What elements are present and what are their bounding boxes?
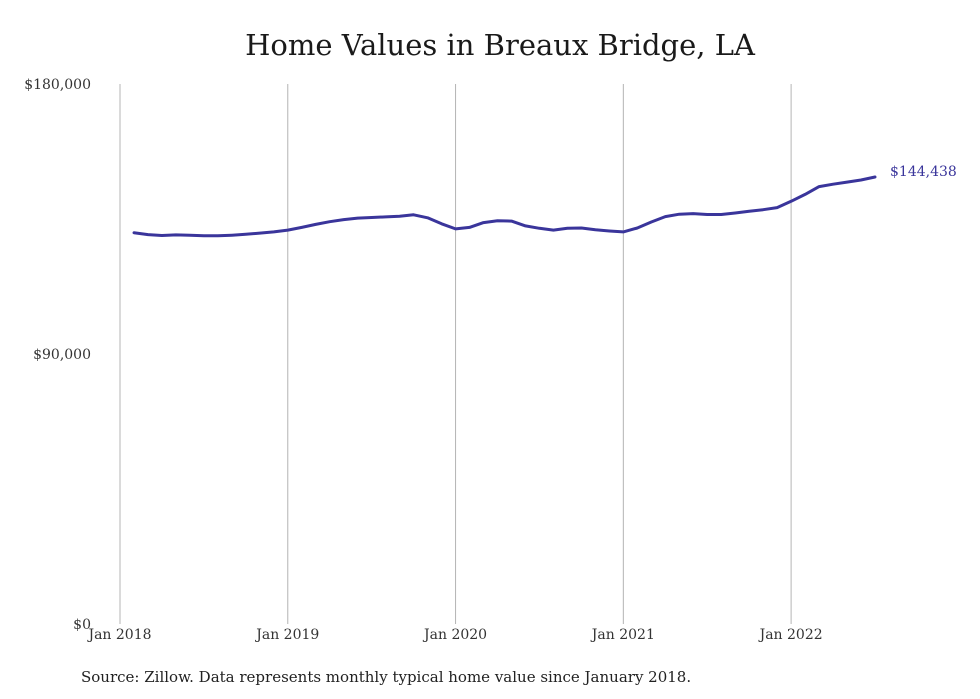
y-tick-label: $90,000 <box>33 347 91 363</box>
gridlines <box>119 84 792 624</box>
x-tick-label: Jan 2022 <box>758 627 823 643</box>
x-axis-labels: Jan 2018 Jan 2019 Jan 2020 Jan 2021 Jan 2022 <box>86 627 822 643</box>
x-tick-label: Jan 2021 <box>590 627 655 643</box>
x-tick-label: Jan 2018 <box>86 627 151 643</box>
x-tick-label: Jan 2020 <box>422 627 487 643</box>
series-layer: $144,438 <box>132 164 957 238</box>
end-value-label: $144,438 <box>890 164 957 180</box>
chart-title: Home Values in Breaux Bridge, LA <box>245 28 755 62</box>
x-tick-label: Jan 2019 <box>254 627 319 643</box>
source-note: Source: Zillow. Data represents monthly … <box>81 668 692 686</box>
y-axis-labels: $0 $90,000 $180,000 <box>24 77 91 633</box>
y-tick-label: $0 <box>73 617 91 633</box>
series-line <box>132 175 877 238</box>
y-tick-label: $180,000 <box>24 77 91 93</box>
